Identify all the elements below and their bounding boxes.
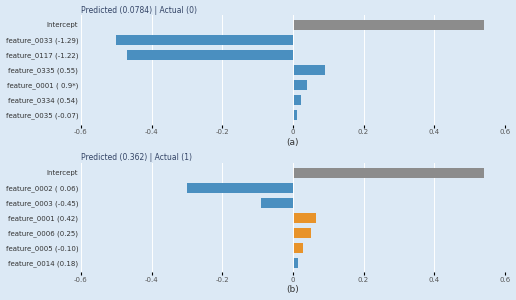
Bar	[293, 95, 301, 105]
Text: Predicted (0.0784) | Actual (0): Predicted (0.0784) | Actual (0)	[81, 6, 197, 15]
Bar	[293, 243, 303, 253]
Text: Predicted (0.362) | Actual (1): Predicted (0.362) | Actual (1)	[81, 154, 192, 163]
X-axis label: (a): (a)	[287, 137, 299, 146]
Bar	[293, 80, 307, 90]
Bar	[293, 20, 483, 30]
Bar	[187, 183, 293, 193]
Bar	[127, 50, 293, 60]
Bar	[293, 110, 297, 120]
Bar	[293, 213, 316, 223]
Bar	[293, 168, 483, 178]
X-axis label: (b): (b)	[286, 285, 299, 294]
Bar	[261, 198, 293, 208]
Bar	[293, 258, 298, 268]
Bar	[293, 65, 325, 75]
Bar	[116, 35, 293, 45]
Bar	[293, 228, 311, 238]
